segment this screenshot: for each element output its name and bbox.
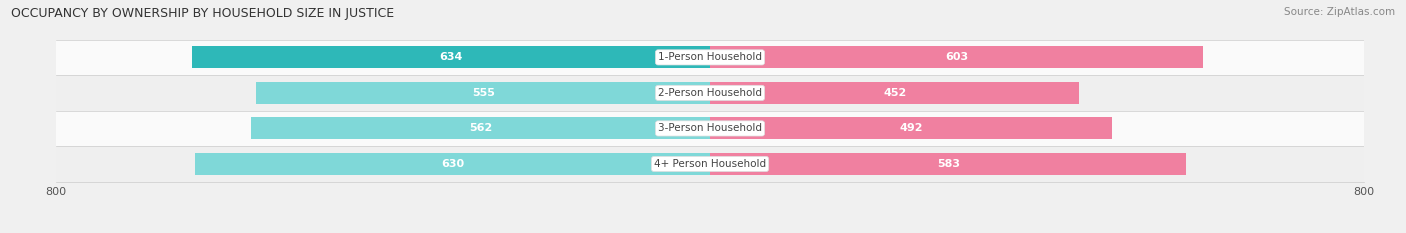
Text: 555: 555 — [472, 88, 495, 98]
Text: 492: 492 — [900, 123, 922, 134]
Text: 583: 583 — [936, 159, 960, 169]
Text: 3-Person Household: 3-Person Household — [658, 123, 762, 134]
Bar — [56, 111, 1364, 146]
Text: 562: 562 — [468, 123, 492, 134]
Bar — [710, 117, 1112, 140]
Text: Source: ZipAtlas.com: Source: ZipAtlas.com — [1284, 7, 1395, 17]
Text: 603: 603 — [945, 52, 967, 62]
Bar — [191, 46, 710, 69]
Text: 1-Person Household: 1-Person Household — [658, 52, 762, 62]
Bar — [56, 75, 1364, 111]
Text: 2-Person Household: 2-Person Household — [658, 88, 762, 98]
Bar — [250, 117, 710, 140]
Bar — [56, 40, 1364, 75]
Text: 634: 634 — [439, 52, 463, 62]
Bar — [710, 153, 1187, 175]
Text: 4+ Person Household: 4+ Person Household — [654, 159, 766, 169]
Bar — [195, 153, 710, 175]
Text: OCCUPANCY BY OWNERSHIP BY HOUSEHOLD SIZE IN JUSTICE: OCCUPANCY BY OWNERSHIP BY HOUSEHOLD SIZE… — [11, 7, 394, 20]
Text: 630: 630 — [441, 159, 464, 169]
Text: 452: 452 — [883, 88, 907, 98]
Bar — [710, 82, 1080, 104]
Bar — [56, 146, 1364, 182]
Bar — [710, 46, 1202, 69]
Bar — [256, 82, 710, 104]
